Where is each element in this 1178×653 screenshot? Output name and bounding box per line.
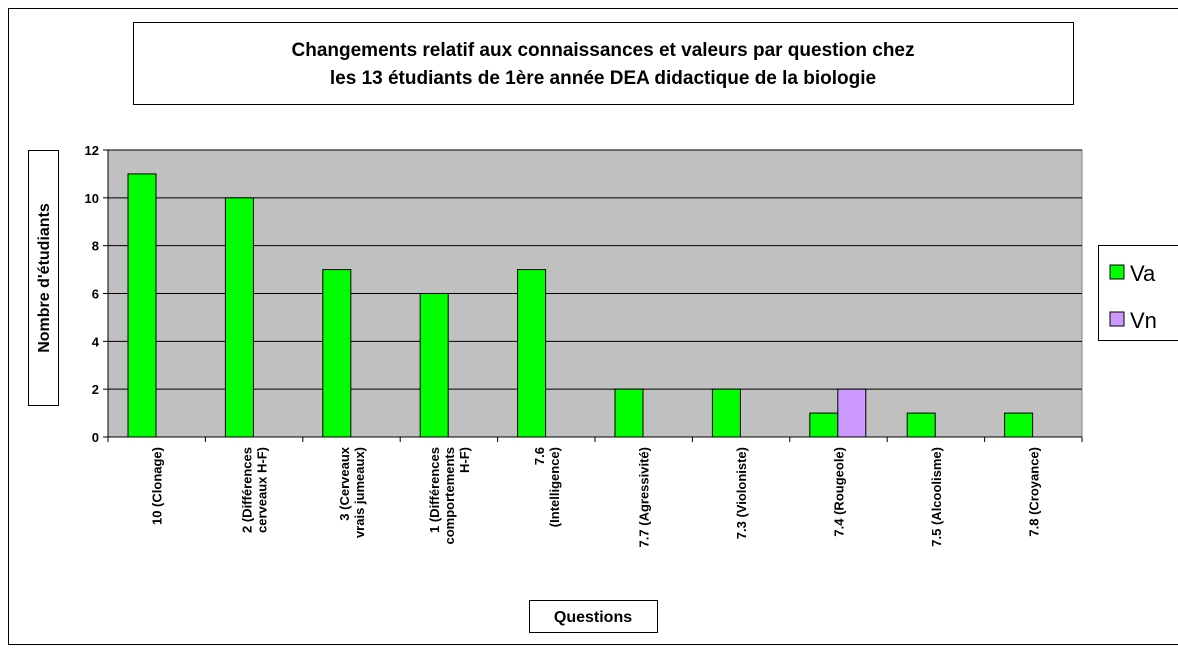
y-tick-label: 0 [92, 430, 99, 445]
x-tick-label: 7.8 (Croyance) [1026, 447, 1041, 537]
legend-swatch [1109, 311, 1125, 327]
y-tick-label: 12 [85, 143, 99, 158]
bar [711, 388, 741, 438]
bar [517, 269, 547, 438]
bar [906, 412, 936, 438]
x-tick-label: 1 (DifférencescomportementsH-F) [427, 447, 472, 545]
title-box [133, 22, 1074, 105]
x-label-box [529, 600, 658, 633]
bar [1004, 412, 1034, 438]
bar [224, 197, 254, 438]
x-tick-label: 7.4 (Rougeole) [832, 447, 847, 537]
x-tick-label: 7.5 (Alcoolisme) [929, 447, 944, 547]
y-tick-label: 8 [92, 239, 99, 254]
y-tick-label: 4 [92, 334, 100, 349]
bar [127, 173, 157, 438]
y-tick-label: 10 [85, 191, 99, 206]
x-axis-label: Questions [554, 609, 632, 626]
y-tick-label: 6 [92, 287, 99, 302]
bar [322, 269, 352, 438]
bar [614, 388, 644, 438]
x-tick-label: 7.6(Intelligence) [532, 447, 562, 527]
x-tick-label: 2 (Différencescerveaux H-F) [240, 447, 270, 533]
bar [419, 293, 449, 438]
y-tick-label: 2 [92, 382, 99, 397]
y-axis-label: Nombre d'étudiants [36, 203, 53, 353]
x-tick-label: 7.3 (Violoniste) [734, 447, 749, 539]
bar [837, 388, 867, 438]
x-tick-label: 7.7 (Agressivité) [637, 447, 652, 547]
legend-label: Va [1130, 261, 1156, 286]
bar [809, 412, 839, 438]
y-label-box [28, 150, 59, 406]
legend-label: Vn [1130, 308, 1157, 333]
legend-swatch [1109, 264, 1125, 280]
x-tick-label: 3 (Cerveauxvrais jumeaux) [337, 446, 367, 538]
chart-title: Changements relatif aux connaissances et… [292, 40, 915, 89]
x-tick-label: 10 (Clonage) [150, 447, 165, 525]
